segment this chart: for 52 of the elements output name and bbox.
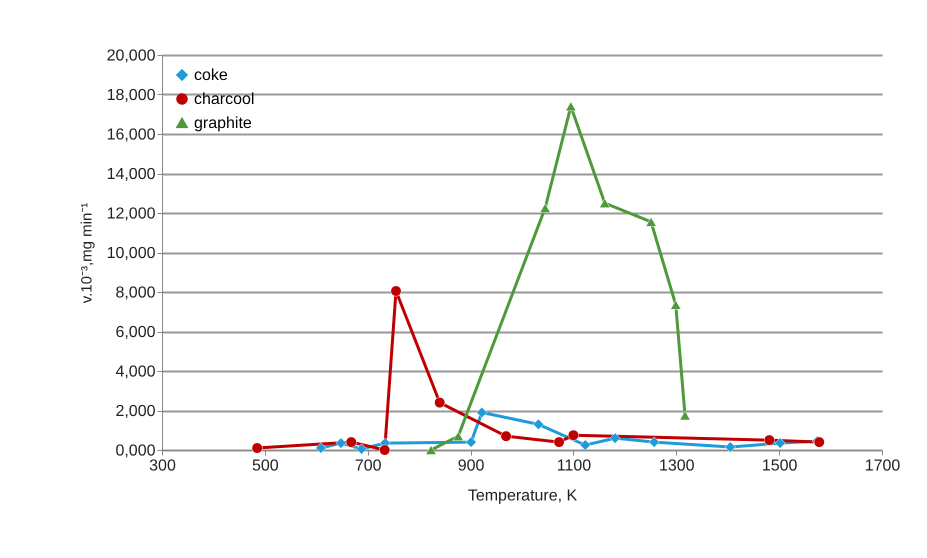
- point: [390, 286, 402, 296]
- point: [425, 445, 436, 455]
- x-tick-label: 900: [458, 458, 485, 474]
- y-tick-label: 2,000: [115, 403, 156, 420]
- y-tick-label: 6,000: [115, 324, 156, 341]
- point: [610, 432, 621, 444]
- point: [466, 436, 477, 448]
- point: [599, 198, 610, 208]
- x-tick-label: 1300: [658, 458, 695, 474]
- point: [670, 300, 682, 310]
- legend-label: coke: [194, 67, 228, 84]
- y-tick-label: 14,000: [106, 166, 156, 183]
- point: [540, 203, 551, 213]
- point: [434, 397, 446, 408]
- legend-label: graphite: [194, 115, 252, 132]
- y-tick-label: 8,000: [115, 284, 156, 302]
- y-tick-label: 0,000: [115, 442, 156, 460]
- y-tick-label: 20,000: [106, 48, 156, 64]
- point: [554, 436, 565, 448]
- y-axis-title: v.10⁻³,mg min⁻¹: [78, 202, 96, 304]
- x-tick-label: 700: [354, 458, 382, 474]
- point: [346, 436, 357, 448]
- y-tick-label: 4,000: [115, 364, 156, 380]
- x-axis-title: Temperature, K: [468, 488, 578, 504]
- point: [568, 430, 579, 441]
- y-tick-label: 18,000: [106, 87, 156, 104]
- legend-label: charcool: [194, 91, 254, 108]
- point: [500, 430, 512, 442]
- x-tick-label: 1500: [762, 458, 798, 474]
- point: [680, 410, 691, 420]
- point: [764, 434, 775, 446]
- point: [580, 440, 591, 451]
- point: [646, 217, 657, 227]
- point: [452, 431, 464, 441]
- point: [315, 442, 326, 454]
- x-tick-label: 500: [252, 458, 279, 474]
- point: [648, 436, 660, 448]
- y-tick-label: 10,000: [106, 245, 156, 262]
- point: [356, 444, 368, 455]
- point: [379, 444, 390, 456]
- point: [252, 442, 263, 454]
- y-tick-label: 12,000: [106, 206, 156, 222]
- point: [476, 406, 488, 418]
- x-tick-label: 300: [149, 458, 176, 474]
- point: [724, 442, 736, 453]
- point: [532, 418, 544, 430]
- point: [774, 438, 786, 449]
- x-tick-label: 1100: [556, 458, 592, 474]
- point: [335, 438, 346, 449]
- y-tick-label: 16,000: [106, 126, 156, 144]
- x-tick-label: 1700: [864, 458, 900, 474]
- point: [565, 102, 576, 112]
